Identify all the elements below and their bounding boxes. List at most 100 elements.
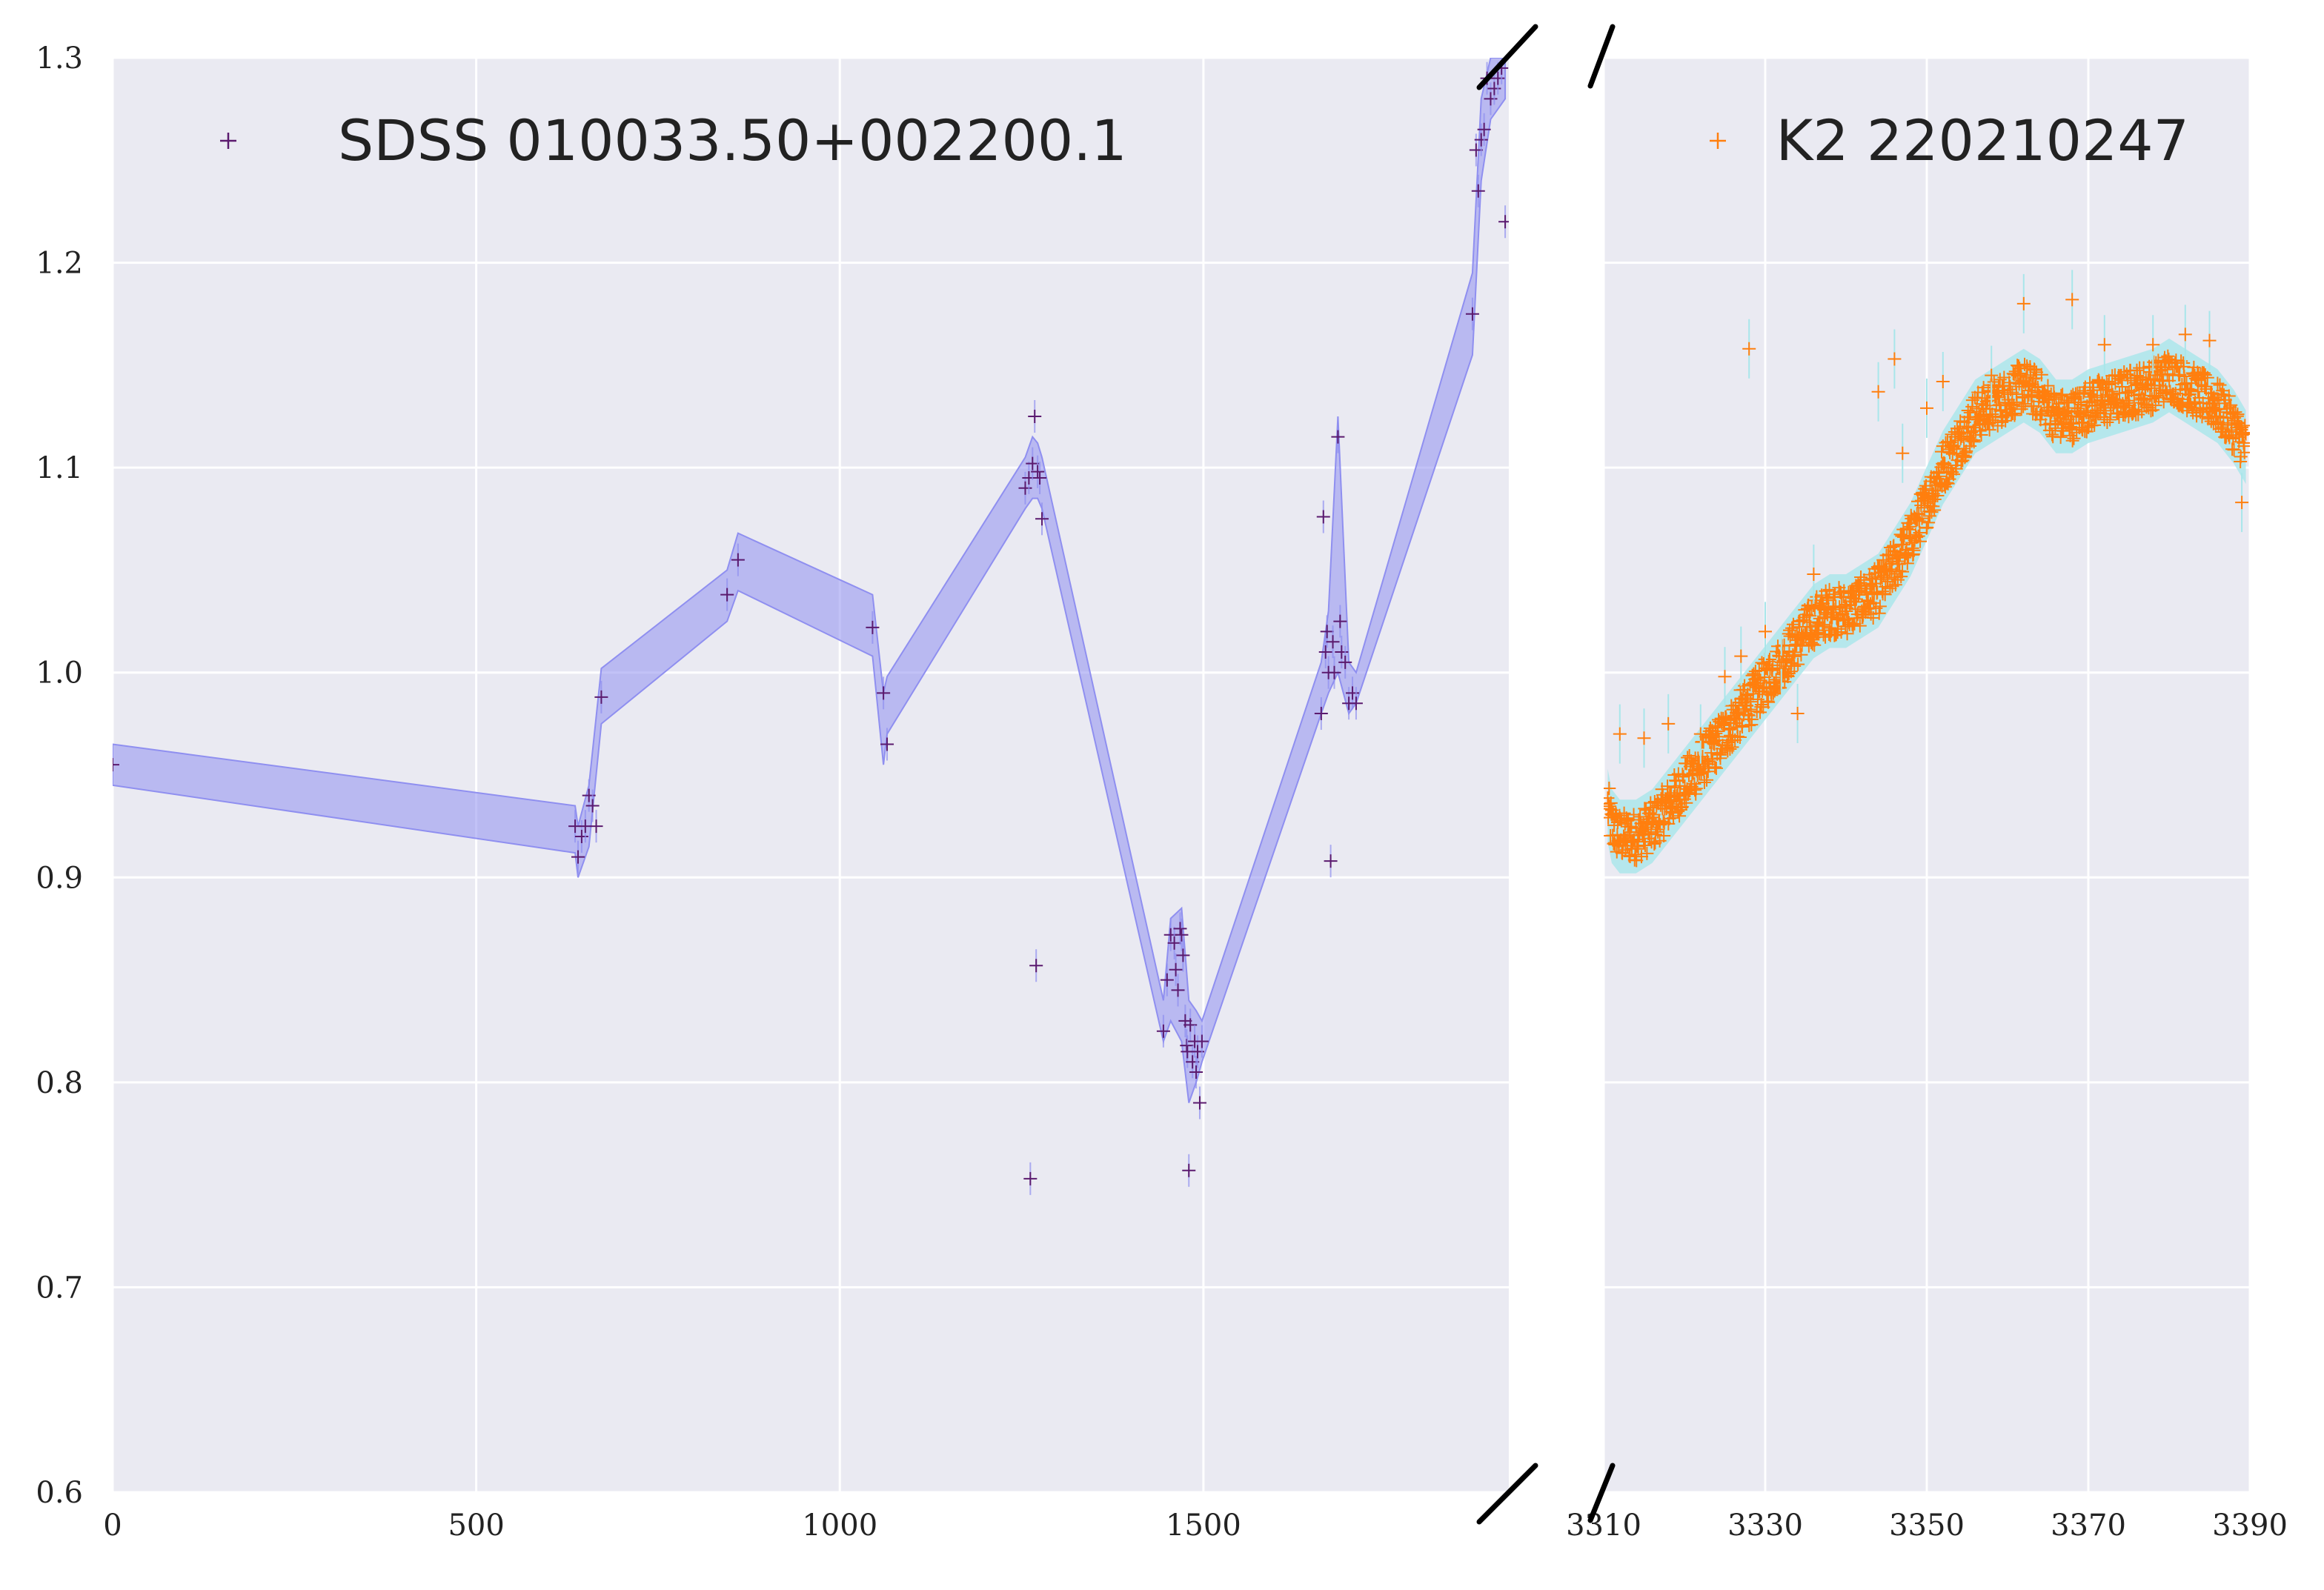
data-point bbox=[2051, 414, 2065, 428]
data-point bbox=[2096, 381, 2110, 395]
data-point bbox=[1799, 608, 1813, 622]
y-tick-label: 0.9 bbox=[36, 861, 83, 895]
data-point bbox=[1827, 602, 1841, 616]
data-point bbox=[880, 737, 894, 751]
data-point bbox=[1629, 848, 1642, 862]
data-point bbox=[1754, 698, 1768, 712]
break-mark bbox=[1587, 1463, 1616, 1523]
data-point bbox=[1712, 733, 1726, 747]
data-point bbox=[1683, 759, 1697, 774]
data-point bbox=[1881, 572, 1895, 586]
data-point bbox=[2134, 370, 2148, 385]
data-point bbox=[1708, 760, 1722, 774]
data-point bbox=[2034, 367, 2048, 382]
data-point bbox=[1900, 556, 1914, 571]
data-point bbox=[1885, 579, 1899, 593]
data-point bbox=[1173, 922, 1187, 936]
data-point bbox=[1477, 122, 1491, 136]
data-point bbox=[2025, 377, 2039, 391]
data-point bbox=[2100, 415, 2114, 429]
data-point bbox=[1947, 468, 1961, 482]
y-tick-label: 1.2 bbox=[36, 247, 83, 281]
data-point bbox=[2131, 408, 2145, 422]
data-point bbox=[1752, 663, 1766, 677]
y-tick-label: 0.7 bbox=[36, 1271, 83, 1305]
left-panel: 0 500 1000 1500 0.6 0.7 0.8 0.9 1.0 1.1 1.2 1.3 SDSS… bbox=[36, 41, 1509, 1543]
data-point bbox=[2102, 374, 2116, 388]
data-point bbox=[1657, 828, 1671, 842]
data-point bbox=[1733, 731, 1747, 745]
data-point bbox=[1925, 505, 1939, 519]
data-point bbox=[1888, 352, 1902, 366]
data-point bbox=[1682, 748, 1696, 762]
data-point bbox=[1029, 959, 1043, 973]
data-point bbox=[2016, 296, 2031, 310]
data-point bbox=[2206, 400, 2220, 414]
break-mark bbox=[1476, 24, 1538, 90]
data-point bbox=[585, 799, 600, 813]
data-point bbox=[2226, 432, 2240, 446]
data-point bbox=[1787, 645, 1802, 659]
break-mark bbox=[1587, 24, 1616, 89]
data-point bbox=[594, 690, 608, 704]
data-point bbox=[1803, 609, 1817, 623]
data-point bbox=[1335, 645, 1349, 659]
data-point bbox=[1736, 719, 1750, 734]
data-point bbox=[1655, 782, 1669, 796]
x-tick-label: 3350 bbox=[1889, 1508, 1965, 1543]
data-point bbox=[2198, 368, 2212, 382]
x-tick-label: 1000 bbox=[802, 1508, 877, 1543]
data-point bbox=[1694, 766, 1708, 780]
data-point bbox=[2007, 399, 2021, 413]
data-point bbox=[2091, 407, 2105, 421]
data-point bbox=[1863, 578, 1877, 592]
y-tick-label: 1.3 bbox=[36, 41, 83, 76]
data-point bbox=[1474, 133, 1488, 147]
data-point bbox=[2065, 293, 2079, 307]
data-point bbox=[2213, 378, 2227, 392]
data-point bbox=[1635, 850, 1648, 864]
data-point bbox=[589, 819, 603, 834]
data-point bbox=[2224, 398, 2238, 412]
x-tick-label: 3390 bbox=[2212, 1508, 2288, 1543]
data-point bbox=[1324, 854, 1338, 868]
data-point bbox=[2065, 433, 2079, 448]
data-point bbox=[1809, 627, 1823, 641]
data-point bbox=[1156, 1024, 1170, 1038]
data-point bbox=[1742, 342, 1756, 356]
data-point bbox=[1711, 724, 1725, 738]
data-point bbox=[1709, 726, 1723, 740]
data-point bbox=[2024, 387, 2038, 402]
data-point bbox=[1613, 727, 1627, 741]
data-point bbox=[2227, 443, 2241, 457]
data-point bbox=[1487, 82, 1501, 96]
data-point bbox=[1182, 1163, 1196, 1177]
data-point bbox=[1644, 835, 1659, 849]
data-point bbox=[1160, 973, 1174, 987]
legend-marker bbox=[220, 133, 236, 149]
data-point bbox=[1689, 782, 1703, 796]
data-point bbox=[877, 686, 891, 700]
data-point bbox=[1940, 476, 1954, 490]
data-point bbox=[1676, 770, 1690, 784]
data-point bbox=[720, 588, 734, 602]
data-point bbox=[1914, 493, 1928, 508]
data-point bbox=[1023, 1171, 1038, 1185]
x-tick-label: 3330 bbox=[1727, 1508, 1803, 1543]
data-point bbox=[1748, 665, 1762, 679]
data-point bbox=[2082, 416, 2096, 430]
data-point bbox=[2160, 367, 2174, 381]
data-point bbox=[1314, 707, 1328, 721]
data-point bbox=[582, 788, 596, 802]
data-point bbox=[1871, 385, 1885, 399]
data-point bbox=[1913, 534, 1928, 548]
data-point bbox=[1946, 440, 1960, 454]
data-point bbox=[1697, 776, 1711, 790]
data-point bbox=[2235, 496, 2249, 510]
data-point bbox=[1778, 675, 1792, 689]
data-point bbox=[2054, 430, 2068, 445]
data-point bbox=[1920, 401, 1933, 415]
data-point bbox=[1679, 796, 1693, 810]
data-point bbox=[1333, 614, 1347, 628]
data-point bbox=[1982, 423, 1996, 437]
